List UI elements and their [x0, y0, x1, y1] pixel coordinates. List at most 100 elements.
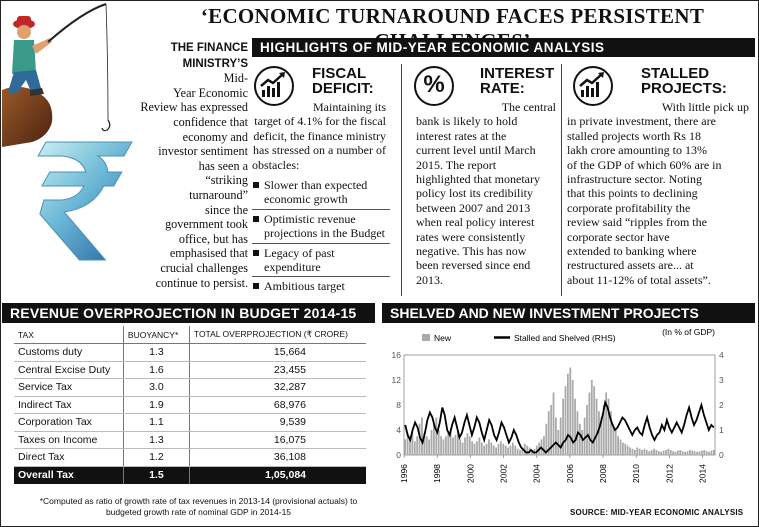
- bar-new: [430, 430, 433, 455]
- bar-new: [712, 450, 715, 455]
- bar-new: [590, 380, 593, 455]
- bar-new: [495, 447, 498, 455]
- intro-line: office, but has: [178, 231, 248, 246]
- bar-new: [633, 450, 636, 455]
- table-row: Service Tax 3.0 32,287: [14, 378, 366, 397]
- percent-icon: %: [414, 66, 454, 106]
- x-tick-label: 2002: [499, 464, 509, 483]
- column-divider: [561, 64, 562, 296]
- x-tick-label: 2012: [664, 464, 674, 483]
- buoyancy-value: 1.6: [122, 361, 190, 379]
- y-tick-left: 4: [396, 425, 401, 435]
- interest-body-line: The central: [501, 100, 556, 114]
- bar-new: [483, 445, 486, 455]
- y-tick-left: 16: [392, 350, 402, 360]
- tax-name: Indirect Tax: [14, 396, 124, 414]
- bar-new: [504, 445, 507, 455]
- x-tick-label: 2010: [631, 464, 641, 483]
- table-row: Taxes on Income 1.3 16,075: [14, 431, 366, 449]
- bar-new: [684, 451, 686, 455]
- bar-new: [562, 398, 564, 455]
- bar-new: [588, 392, 591, 455]
- highlights-title: HIGHLIGHTS OF MID-YEAR ECONOMIC ANALYSIS: [260, 40, 605, 55]
- bar-new: [574, 398, 576, 455]
- bar-new: [679, 450, 682, 455]
- bar-new: [566, 373, 569, 455]
- intro-line: confidence that: [173, 114, 248, 129]
- bar-new: [657, 451, 660, 455]
- buoyancy-value: 1.5: [122, 466, 190, 484]
- fiscal-body-line: has stressed on a number of: [253, 143, 386, 158]
- bar-new: [681, 451, 684, 455]
- interest-body-line: been reversed since end: [416, 258, 531, 273]
- bar-new: [557, 430, 560, 455]
- bar-new: [433, 423, 435, 455]
- bar-new: [708, 451, 710, 455]
- bar-new: [655, 450, 658, 455]
- stalled-body-line: of the GDP of which 60% are in: [567, 157, 722, 172]
- overprojection-value: 32,287: [189, 378, 366, 397]
- interest-body-line: bank is likely to hold: [416, 114, 518, 129]
- bar-new: [559, 417, 562, 455]
- bar-new: [502, 443, 505, 455]
- bar-new: [413, 441, 416, 455]
- bar-new: [447, 433, 450, 455]
- overprojection-value: 15,664: [189, 343, 366, 362]
- bar-new: [705, 451, 708, 455]
- tax-name: Service Tax: [14, 378, 124, 397]
- overprojection-value: 1,05,084: [189, 466, 366, 484]
- intro-line: since the: [205, 202, 248, 217]
- intro-line: Mid-: [223, 71, 248, 86]
- stalled-body-line: stalled projects worth Rs 18: [567, 128, 701, 143]
- interest-body-line: when real policy interest: [416, 215, 535, 230]
- bar-new: [691, 450, 694, 455]
- bar-new: [581, 430, 584, 455]
- interest-body-line: 2013.: [416, 272, 443, 287]
- interest-rate-title: INTEREST RATE:: [480, 66, 554, 96]
- bar-new: [564, 386, 567, 455]
- fiscal-title-line: DEFICIT:: [312, 80, 374, 97]
- bar-new: [686, 451, 689, 455]
- legend-swatch-new: [422, 334, 430, 341]
- projects-chart: (In % of GDP) New Stalled and Shelved (RHS…: [392, 327, 724, 483]
- bar-new: [602, 405, 605, 455]
- stalled-body-line: lakh crore amounting to 13%: [567, 143, 707, 158]
- bar-new: [550, 405, 553, 455]
- table-row: Direct Tax 1.2 36,108: [14, 448, 366, 467]
- revenue-title: REVENUE OVERPROJECTION IN BUDGET 2014-15: [10, 305, 357, 321]
- bar-new: [519, 450, 521, 455]
- bar-new: [696, 451, 698, 455]
- intro-text: THE FINANCE MINISTRY’S Mid- Year Economi…: [120, 40, 248, 290]
- bar-new: [476, 441, 478, 455]
- bar-new: [667, 448, 670, 455]
- overprojection-value: 23,455: [189, 361, 366, 379]
- bar-new: [535, 445, 538, 455]
- bar-new: [459, 439, 462, 455]
- bar-new: [511, 442, 514, 455]
- intro-line: economy and: [182, 129, 248, 144]
- interest-body-line: interest rates at the: [416, 128, 507, 143]
- bar-new: [662, 450, 665, 455]
- buoyancy-value: 3.0: [122, 378, 190, 397]
- interest-body-line: current level until March: [416, 143, 536, 158]
- bar-new: [437, 430, 440, 455]
- bar-new: [607, 398, 610, 455]
- table-row: Corporation Tax 1.1 9,539: [14, 413, 366, 432]
- intro-line: “striking: [205, 173, 248, 188]
- bar-new: [621, 442, 624, 455]
- bar-new: [499, 441, 502, 455]
- growth-chart-icon: [254, 66, 294, 106]
- interest-title-line: INTEREST: [480, 65, 555, 82]
- stalled-body-line: infrastructure sector. Noting: [567, 172, 702, 187]
- stalled-body-line: With little pick up: [661, 100, 749, 114]
- bar-new: [710, 450, 713, 455]
- fiscal-obstacles-list: Slower than expected economic growth Opt…: [252, 178, 390, 298]
- bar-new: [523, 443, 526, 455]
- interest-rate-body: The central bank is likely to hold inter…: [416, 100, 556, 287]
- y-tick-right: 3: [719, 375, 724, 385]
- bar-new: [440, 436, 442, 455]
- table-row: Central Excise Duty 1.6 23,455: [14, 361, 366, 379]
- intro-line: crucial challenges: [160, 260, 248, 275]
- fiscal-body-line: deficit, the finance ministry: [253, 128, 386, 143]
- x-tick-label: 2004: [532, 464, 542, 483]
